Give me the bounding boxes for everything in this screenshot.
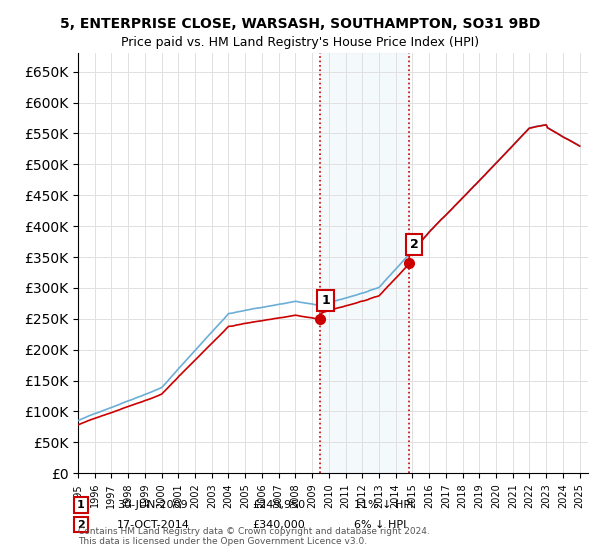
Text: 17-OCT-2014: 17-OCT-2014	[117, 520, 190, 530]
Text: 2: 2	[410, 238, 418, 251]
Text: 30-JUN-2009: 30-JUN-2009	[117, 500, 188, 510]
Text: Price paid vs. HM Land Registry's House Price Index (HPI): Price paid vs. HM Land Registry's House …	[121, 36, 479, 49]
Text: 6% ↓ HPI: 6% ↓ HPI	[354, 520, 406, 530]
Text: £340,000: £340,000	[252, 520, 305, 530]
Text: 1: 1	[77, 500, 85, 510]
Text: £249,950: £249,950	[252, 500, 305, 510]
Text: 11% ↓ HPI: 11% ↓ HPI	[354, 500, 413, 510]
Text: Contains HM Land Registry data © Crown copyright and database right 2024.
This d: Contains HM Land Registry data © Crown c…	[78, 526, 430, 546]
Text: 1: 1	[321, 294, 330, 307]
Bar	[320, 53, 409, 473]
Text: 2: 2	[77, 520, 85, 530]
Text: 5, ENTERPRISE CLOSE, WARSASH, SOUTHAMPTON, SO31 9BD: 5, ENTERPRISE CLOSE, WARSASH, SOUTHAMPTO…	[60, 17, 540, 31]
